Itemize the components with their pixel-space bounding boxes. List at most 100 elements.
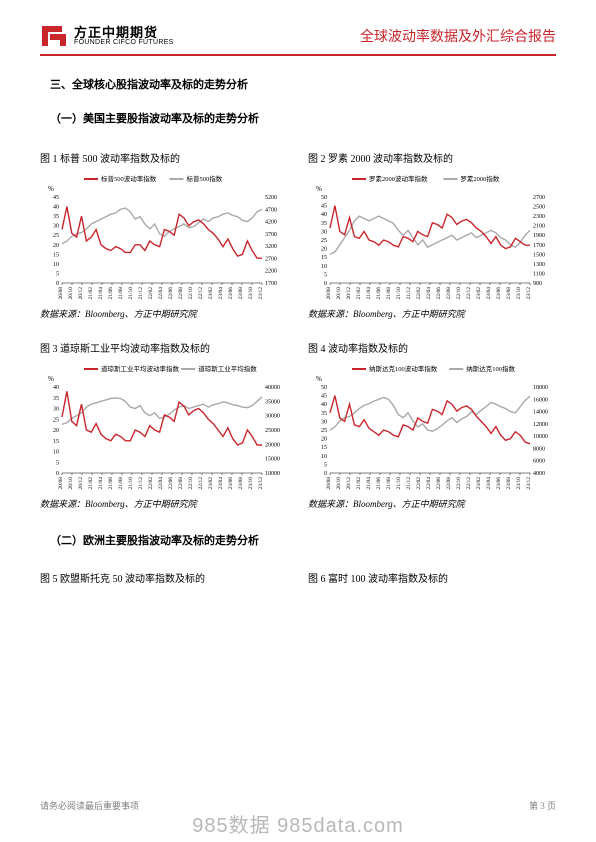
svg-text:45: 45 — [321, 204, 327, 210]
svg-text:22/08: 22/08 — [178, 287, 184, 300]
svg-text:10000: 10000 — [533, 434, 548, 440]
svg-text:23/04: 23/04 — [486, 287, 492, 300]
svg-text:21/02: 21/02 — [356, 477, 362, 490]
figure-1-chart: 标普500波动率指数标普500指数%0510152025303540451700… — [40, 171, 288, 303]
svg-text:23/08: 23/08 — [238, 477, 244, 490]
svg-text:23/02: 23/02 — [476, 287, 482, 300]
svg-text:23/10: 23/10 — [516, 477, 522, 490]
svg-text:2300: 2300 — [533, 214, 545, 220]
svg-text:22/06: 22/06 — [168, 477, 174, 490]
svg-text:21/10: 21/10 — [128, 477, 134, 490]
svg-text:10000: 10000 — [265, 471, 280, 477]
logo-en: FOUNDER CIFCO FUTURES — [74, 39, 174, 46]
svg-text:23/12: 23/12 — [258, 287, 264, 300]
svg-text:25000: 25000 — [265, 428, 280, 434]
svg-text:道琼斯工业平均波动率指数: 道琼斯工业平均波动率指数 — [101, 364, 180, 373]
svg-text:20/08: 20/08 — [58, 287, 64, 300]
svg-text:22/10: 22/10 — [456, 287, 462, 300]
svg-text:5: 5 — [324, 462, 327, 468]
svg-text:20/08: 20/08 — [58, 477, 64, 490]
subsection-2-heading: （二）欧洲主要股指波动率及标的走势分析 — [50, 532, 556, 548]
header-rule — [40, 54, 556, 56]
figure-3-chart: 道琼斯工业平均波动率指数道琼斯工业平均指数%051015202530354010… — [40, 361, 288, 493]
svg-text:纳斯达克100波动率指数: 纳斯达克100波动率指数 — [369, 364, 438, 373]
svg-text:45: 45 — [321, 394, 327, 400]
svg-text:22/10: 22/10 — [456, 477, 462, 490]
figure-2: 图 2 罗素 2000 波动率指数及标的 罗素2000波动率指数罗素2000指数… — [308, 150, 556, 338]
svg-text:21/04: 21/04 — [98, 477, 104, 490]
svg-text:22/10: 22/10 — [188, 477, 194, 490]
svg-text:21/04: 21/04 — [366, 477, 372, 490]
svg-text:50: 50 — [321, 385, 327, 391]
svg-text:%: % — [316, 375, 322, 383]
svg-text:21/08: 21/08 — [118, 287, 124, 300]
svg-text:10: 10 — [53, 262, 59, 268]
svg-text:14000: 14000 — [533, 410, 548, 416]
svg-text:20/12: 20/12 — [346, 477, 352, 490]
svg-text:23/04: 23/04 — [486, 477, 492, 490]
svg-text:35: 35 — [321, 411, 327, 417]
svg-text:15: 15 — [53, 252, 59, 258]
svg-text:23/06: 23/06 — [496, 287, 502, 300]
page: 方正中期期货 FOUNDER CIFCO FUTURES 全球波动率数据及外汇综… — [0, 0, 596, 613]
svg-text:2500: 2500 — [533, 205, 545, 211]
svg-text:标普500指数: 标普500指数 — [187, 174, 223, 183]
svg-text:23/04: 23/04 — [218, 477, 224, 490]
svg-text:21/10: 21/10 — [396, 287, 402, 300]
svg-text:22/04: 22/04 — [158, 477, 164, 490]
svg-text:22/02: 22/02 — [416, 287, 422, 300]
svg-text:道琼斯工业平均指数: 道琼斯工业平均指数 — [198, 364, 257, 373]
svg-text:4000: 4000 — [533, 471, 545, 477]
svg-text:21/06: 21/06 — [108, 477, 114, 490]
chart-row-2: 图 3 道琼斯工业平均波动率指数及标的 道琼斯工业平均波动率指数道琼斯工业平均指… — [40, 340, 556, 528]
svg-text:20: 20 — [53, 428, 59, 434]
logo-cn: 方正中期期货 — [74, 26, 174, 39]
figure-5-caption: 图 5 欧盟斯托克 50 波动率指数及标的 — [40, 570, 288, 585]
svg-text:30: 30 — [321, 229, 327, 235]
svg-text:21/10: 21/10 — [396, 477, 402, 490]
svg-text:22/08: 22/08 — [446, 287, 452, 300]
figure-6-caption: 图 6 富时 100 波动率指数及标的 — [308, 570, 556, 585]
svg-text:25: 25 — [53, 233, 59, 239]
svg-text:30: 30 — [53, 407, 59, 413]
svg-text:6000: 6000 — [533, 459, 545, 465]
svg-text:1500: 1500 — [533, 252, 545, 258]
svg-text:20000: 20000 — [265, 442, 280, 448]
svg-text:30000: 30000 — [265, 414, 280, 420]
svg-text:0: 0 — [56, 471, 59, 477]
svg-text:21/08: 21/08 — [386, 287, 392, 300]
svg-text:22/04: 22/04 — [426, 477, 432, 490]
svg-text:21/02: 21/02 — [356, 287, 362, 300]
svg-text:22/04: 22/04 — [426, 287, 432, 300]
figure-4-source: 数据来源：Bloomberg、方正中期研究院 — [308, 497, 556, 510]
svg-text:10: 10 — [53, 450, 59, 456]
svg-text:5: 5 — [56, 460, 59, 466]
svg-text:21/06: 21/06 — [108, 287, 114, 300]
svg-text:20/10: 20/10 — [68, 477, 74, 490]
svg-text:22/02: 22/02 — [148, 287, 154, 300]
subsection-1-heading: （一）美国主要股指波动率及标的走势分析 — [50, 110, 556, 126]
svg-text:23/08: 23/08 — [238, 287, 244, 300]
svg-text:23/02: 23/02 — [476, 477, 482, 490]
svg-text:45: 45 — [53, 195, 59, 201]
svg-text:21/04: 21/04 — [98, 287, 104, 300]
svg-text:900: 900 — [533, 281, 542, 287]
svg-text:20: 20 — [53, 243, 59, 249]
svg-text:纳斯达克100指数: 纳斯达克100指数 — [466, 364, 515, 373]
svg-text:15: 15 — [321, 255, 327, 261]
figure-1-source: 数据来源：Bloomberg、方正中期研究院 — [40, 307, 288, 320]
figure-4-chart: 纳斯达克100波动率指数纳斯达克100指数%051015202530354045… — [308, 361, 556, 493]
svg-text:2700: 2700 — [533, 195, 545, 201]
svg-text:25: 25 — [321, 428, 327, 434]
svg-text:4200: 4200 — [265, 220, 277, 226]
svg-text:8000: 8000 — [533, 446, 545, 452]
svg-text:22/12: 22/12 — [198, 287, 204, 300]
svg-text:0: 0 — [324, 281, 327, 287]
logo-icon — [40, 24, 68, 48]
svg-text:22/08: 22/08 — [446, 477, 452, 490]
svg-text:22/02: 22/02 — [416, 477, 422, 490]
svg-text:22/06: 22/06 — [436, 477, 442, 490]
svg-text:15: 15 — [321, 445, 327, 451]
figure-2-source: 数据来源：Bloomberg、方正中期研究院 — [308, 307, 556, 320]
svg-text:23/10: 23/10 — [248, 477, 254, 490]
